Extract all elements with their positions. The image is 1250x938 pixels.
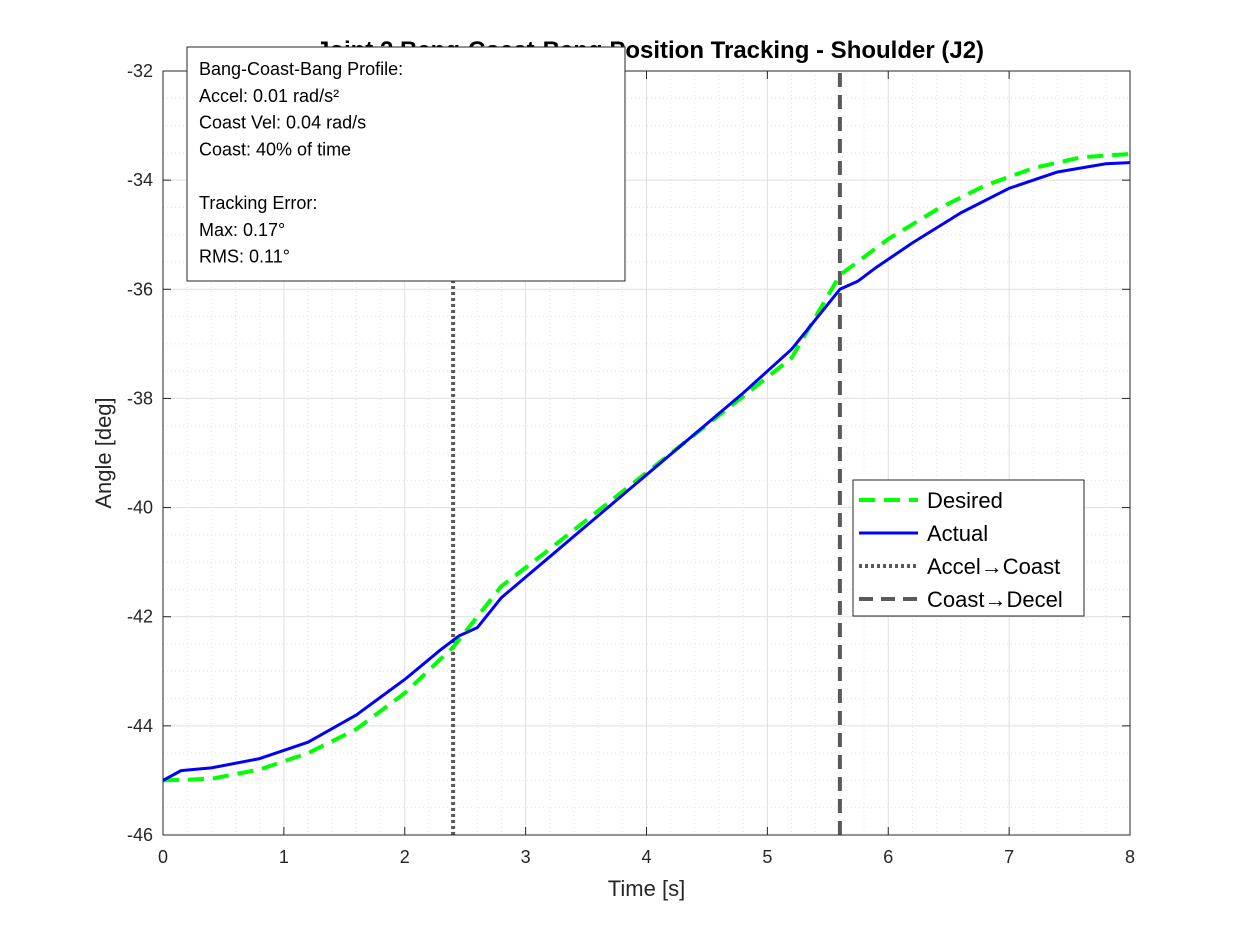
y-tick-label: -32: [127, 61, 153, 81]
annotation-line: Max: 0.17°: [199, 220, 285, 240]
x-tick-label: 2: [400, 847, 410, 867]
x-tick-label: 5: [762, 847, 772, 867]
y-axis-label: Angle [deg]: [91, 397, 116, 508]
legend-label: Coast→Decel: [927, 587, 1063, 612]
x-tick-label: 0: [158, 847, 168, 867]
annotation-line: Bang-Coast-Bang Profile:: [199, 59, 403, 79]
minor-grid: [163, 71, 1130, 835]
series-line-0: [162, 151, 1131, 783]
legend-frame: [852, 479, 1085, 617]
y-tick-label: -44: [127, 716, 153, 736]
y-tick-label: -40: [127, 498, 153, 518]
annotation-box: Bang-Coast-Bang Profile: Accel: 0.01 rad/…: [186, 46, 626, 282]
y-tick-label: -42: [127, 607, 153, 627]
x-tick-label: 1: [279, 847, 289, 867]
legend-label: Accel→Coast: [927, 554, 1060, 579]
x-tick-label: 7: [1004, 847, 1014, 867]
x-tick-label: 6: [883, 847, 893, 867]
legend-label: Desired: [927, 488, 1003, 513]
y-tick-label: -34: [127, 170, 153, 190]
y-tick-label: -36: [127, 279, 153, 299]
annotation-line: Tracking Error:: [199, 193, 317, 213]
x-tick-label: 4: [641, 847, 651, 867]
series-line-1: [162, 161, 1131, 782]
ticks-layer: 0 1 2 3 4 5 6 7 8 -46 -44 -42 -40 -38 -36 -34 -32: [127, 61, 1135, 867]
x-tick-label: 8: [1125, 847, 1135, 867]
y-tick-label: -46: [127, 825, 153, 845]
y-tick-label: -38: [127, 388, 153, 408]
legend: Desired Actual Accel→Coast Coast→Decel: [852, 479, 1085, 617]
annotation-line: Coast: 40% of time: [199, 139, 351, 159]
x-tick-label: 3: [521, 847, 531, 867]
annotation-line: Coast Vel: 0.04 rad/s: [199, 113, 366, 133]
annotation-box-frame: [186, 46, 626, 282]
x-axis-label: Time [s]: [608, 876, 685, 901]
legend-label: Actual: [927, 521, 988, 546]
annotation-line: Accel: 0.01 rad/s²: [199, 86, 339, 106]
annotation-line: RMS: 0.11°: [199, 247, 290, 267]
